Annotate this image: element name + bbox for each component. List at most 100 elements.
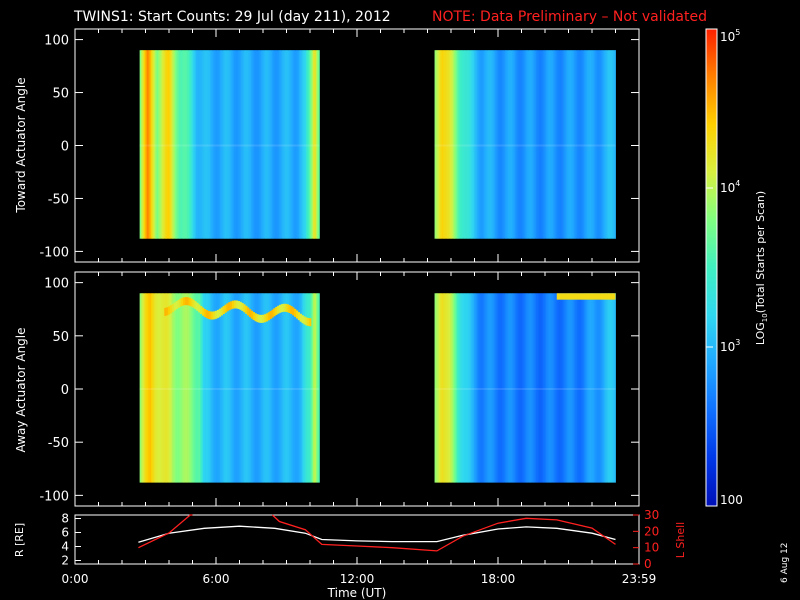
high-flux-band (248, 309, 252, 318)
heatmap-column (225, 293, 228, 483)
heatmap-column (153, 50, 156, 239)
heatmap-column (267, 293, 270, 483)
heatmap-column (263, 50, 266, 239)
heatmap-column (157, 50, 160, 239)
y-tick-label: 100 (44, 34, 69, 49)
high-flux-band (233, 300, 237, 309)
heatmap-column (191, 50, 194, 239)
heatmap-column (180, 293, 183, 483)
heatmap-column (600, 50, 603, 239)
heatmap-column (282, 293, 284, 483)
high-flux-band (239, 301, 242, 310)
heatmap-column (239, 293, 242, 483)
heatmap-column (517, 293, 520, 483)
heatmap-column (517, 50, 520, 239)
heatmap-column (203, 50, 205, 239)
heatmap-column (211, 293, 214, 483)
heatmap-column (582, 293, 585, 483)
heatmap-column (609, 50, 612, 239)
heatmap-column (613, 293, 616, 483)
heatmap-column (488, 50, 490, 239)
colorbar-tick-base: 100 (720, 493, 743, 507)
heatmap-column (186, 50, 188, 239)
heatmap-column (545, 50, 548, 239)
heatmap-column (252, 293, 255, 483)
heatmap-column (279, 293, 282, 483)
heatmap-column (586, 293, 589, 483)
heatmap-column (222, 293, 225, 483)
heatmap-column (561, 50, 564, 239)
heatmap-column (603, 293, 606, 483)
heatmap-column (219, 293, 222, 483)
heatmap-column (242, 50, 245, 239)
heatmap-column (167, 293, 170, 483)
heatmap-column (248, 50, 250, 239)
heatmap-column (452, 50, 455, 239)
heatmap-column (558, 50, 561, 239)
heatmap-column (496, 50, 499, 239)
heatmap-column (560, 293, 562, 483)
heatmap-column (162, 293, 164, 483)
heatmap-column (585, 293, 588, 483)
heatmap-column (198, 293, 201, 483)
heatmap-column (469, 293, 472, 483)
heatmap-column (289, 293, 291, 483)
heatmap-column (572, 50, 575, 239)
heatmap-column (197, 50, 200, 239)
heatmap-column (145, 293, 148, 483)
heatmap-column (193, 50, 196, 239)
heatmap-column (529, 293, 531, 483)
heatmap-column (274, 293, 277, 483)
heatmap-column (260, 293, 263, 483)
heatmap-column (238, 50, 241, 239)
heatmap-column (297, 50, 300, 239)
high-flux-band (228, 302, 231, 311)
high-flux-band (286, 304, 289, 313)
heatmap-column (227, 50, 229, 239)
heatmap-column (495, 293, 497, 483)
high-flux-band-b (556, 293, 616, 300)
heatmap-column (523, 50, 526, 239)
heatmap-column (485, 50, 488, 239)
heatmap-column (314, 50, 317, 239)
heatmap-column (478, 50, 481, 239)
heatmap-column (471, 293, 474, 483)
high-flux-band (215, 310, 218, 319)
heatmap-column (589, 50, 592, 239)
heatmap-column (451, 293, 454, 483)
heatmap-column (482, 293, 485, 483)
heatmap-column (232, 293, 235, 483)
heatmap-column (311, 50, 314, 239)
heatmap-column (578, 293, 581, 483)
heatmap-column (564, 293, 567, 483)
heatmap-column (495, 50, 497, 239)
time-axis-label: Time (UT) (327, 586, 387, 600)
y-tick-label: 50 (52, 330, 69, 345)
heatmap-column (269, 293, 272, 483)
heatmap-column (179, 293, 181, 483)
heatmap-column (588, 50, 591, 239)
heatmap-column (562, 293, 565, 483)
heatmap-column (523, 293, 526, 483)
heatmap-column (537, 293, 540, 483)
heatmap-column (500, 293, 503, 483)
heatmap-column (524, 293, 527, 483)
high-flux-band (267, 312, 270, 321)
high-flux-band (290, 306, 293, 315)
heatmap-column (259, 293, 262, 483)
heatmap-column (534, 293, 537, 483)
heatmap-column (483, 293, 486, 483)
heatmap-column (574, 293, 576, 483)
heatmap-column (207, 50, 210, 239)
heatmap-column (149, 293, 152, 483)
high-flux-band (303, 316, 306, 325)
heatmap-column (173, 293, 176, 483)
heatmap-column (227, 293, 229, 483)
heatmap-column (301, 293, 304, 483)
heatmap-column (146, 50, 149, 239)
heatmap-column (300, 293, 303, 483)
heatmap-column (234, 50, 236, 239)
heatmap-column (612, 293, 615, 483)
high-flux-band (183, 297, 186, 306)
